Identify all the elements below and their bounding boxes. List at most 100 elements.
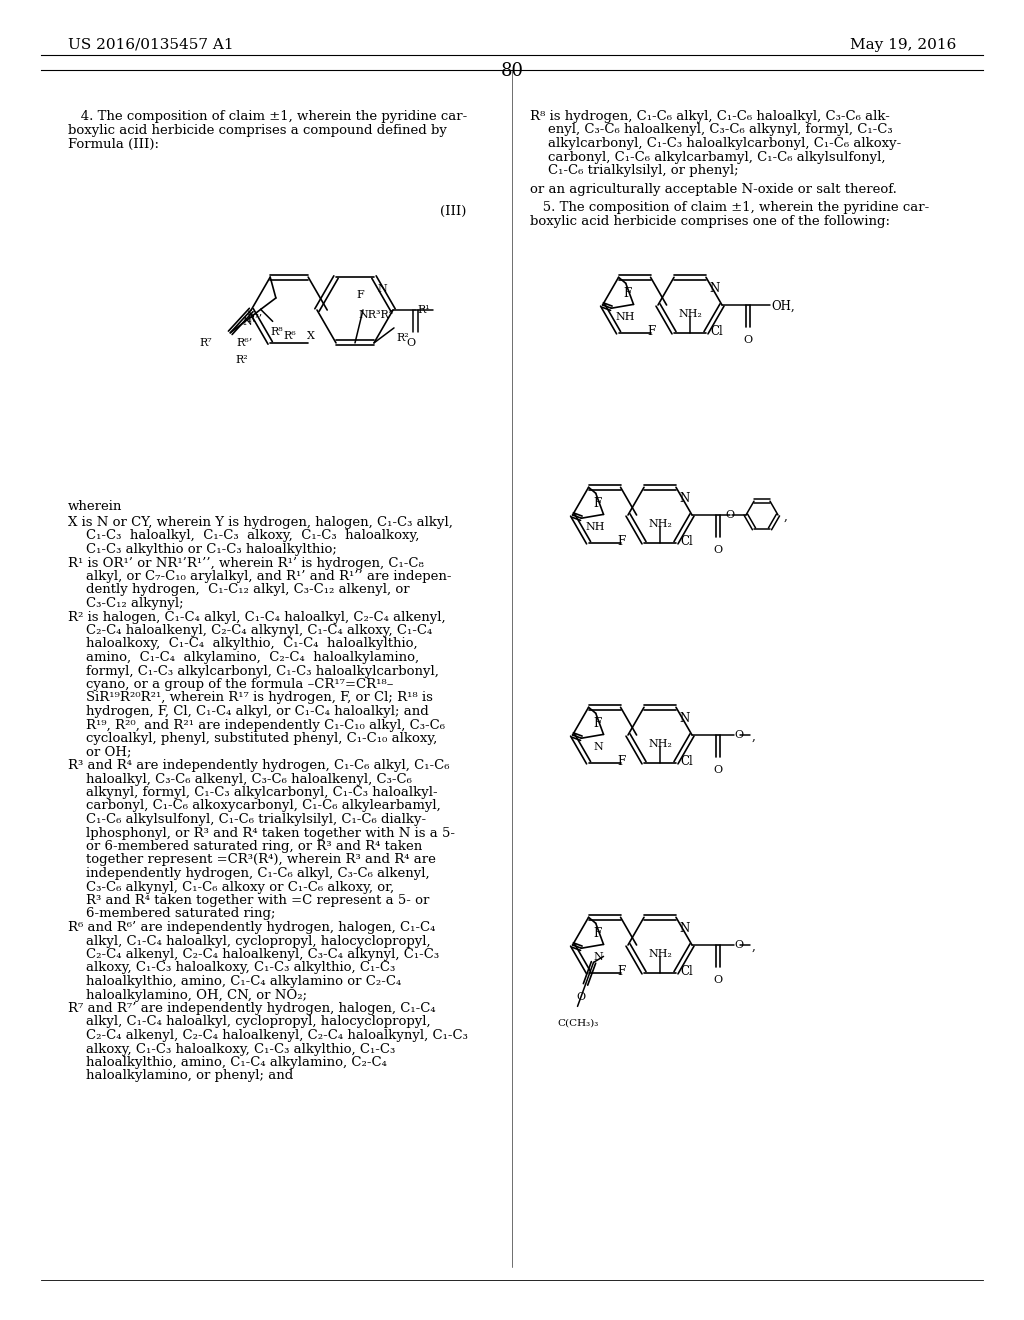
Text: cycloalkyl, phenyl, substituted phenyl, C₁-C₁₀ alkoxy,: cycloalkyl, phenyl, substituted phenyl, …: [86, 733, 437, 744]
Text: R⁷: R⁷: [200, 338, 212, 347]
Text: R⁶ and R⁶’ are independently hydrogen, halogen, C₁-C₄: R⁶ and R⁶’ are independently hydrogen, h…: [68, 921, 435, 935]
Text: ,: ,: [752, 730, 756, 743]
Text: R²: R²: [396, 333, 409, 343]
Text: O: O: [743, 335, 753, 345]
Text: or an agriculturally acceptable N-oxide or salt thereof.: or an agriculturally acceptable N-oxide …: [530, 182, 897, 195]
Text: haloalkylamino, or phenyl; and: haloalkylamino, or phenyl; and: [86, 1069, 293, 1082]
Text: formyl, C₁-C₃ alkylcarbonyl, C₁-C₃ haloalkylcarbonyl,: formyl, C₁-C₃ alkylcarbonyl, C₁-C₃ haloa…: [86, 664, 439, 677]
Text: alkyl, or C₇-C₁₀ arylalkyl, and R¹’ and R¹’’ are indepen-: alkyl, or C₇-C₁₀ arylalkyl, and R¹’ and …: [86, 570, 452, 583]
Text: ,: ,: [752, 940, 756, 953]
Text: O: O: [714, 975, 723, 985]
Text: F: F: [617, 965, 626, 978]
Text: N: N: [679, 713, 689, 725]
Text: R³ and R⁴ are independently hydrogen, C₁-C₆ alkyl, C₁-C₆: R³ and R⁴ are independently hydrogen, C₁…: [68, 759, 450, 772]
Text: boxylic acid herbicide comprises a compound defined by: boxylic acid herbicide comprises a compo…: [68, 124, 446, 137]
Text: O: O: [714, 766, 723, 775]
Text: haloalkyl, C₃-C₆ alkenyl, C₃-C₆ haloalkenyl, C₃-C₆: haloalkyl, C₃-C₆ alkenyl, C₃-C₆ haloalke…: [86, 772, 412, 785]
Text: 80: 80: [501, 62, 523, 81]
Text: haloalkylamino, OH, CN, or NO₂;: haloalkylamino, OH, CN, or NO₂;: [86, 989, 307, 1002]
Text: O: O: [725, 510, 734, 520]
Text: carbonyl, C₁-C₆ alkoxycarbonyl, C₁-C₆ alkylearbamyl,: carbonyl, C₁-C₆ alkoxycarbonyl, C₁-C₆ al…: [86, 800, 440, 813]
Text: enyl, C₃-C₆ haloalkenyl, C₃-C₆ alkynyl, formyl, C₁-C₃: enyl, C₃-C₆ haloalkenyl, C₃-C₆ alkynyl, …: [548, 124, 893, 136]
Text: carbonyl, C₁-C₆ alkylcarbamyl, C₁-C₆ alkylsulfonyl,: carbonyl, C₁-C₆ alkylcarbamyl, C₁-C₆ alk…: [548, 150, 886, 164]
Text: R²: R²: [236, 355, 248, 364]
Text: C₂-C₄ alkenyl, C₂-C₄ haloalkenyl, C₃-C₄ alkynyl, C₁-C₃: C₂-C₄ alkenyl, C₂-C₄ haloalkenyl, C₃-C₄ …: [86, 948, 439, 961]
Text: C₁-C₃ alkylthio or C₁-C₃ haloalkylthio;: C₁-C₃ alkylthio or C₁-C₃ haloalkylthio;: [86, 543, 337, 556]
Text: N: N: [243, 317, 253, 327]
Text: together represent =CR³(R⁴), wherein R³ and R⁴ are: together represent =CR³(R⁴), wherein R³ …: [86, 854, 436, 866]
Text: alkoxy, C₁-C₃ haloalkoxy, C₁-C₃ alkylthio, C₁-C₃: alkoxy, C₁-C₃ haloalkoxy, C₁-C₃ alkylthi…: [86, 961, 395, 974]
Text: C(CH₃)₃: C(CH₃)₃: [557, 1019, 598, 1027]
Text: Cl: Cl: [680, 965, 693, 978]
Text: hydrogen, F, Cl, C₁-C₄ alkyl, or C₁-C₄ haloalkyl; and: hydrogen, F, Cl, C₁-C₄ alkyl, or C₁-C₄ h…: [86, 705, 429, 718]
Text: N: N: [679, 492, 689, 506]
Text: C₁-C₃  haloalkyl,  C₁-C₃  alkoxy,  C₁-C₃  haloalkoxy,: C₁-C₃ haloalkyl, C₁-C₃ alkoxy, C₁-C₃ hal…: [86, 529, 420, 543]
Text: C₂-C₄ alkenyl, C₂-C₄ haloalkenyl, C₂-C₄ haloalkynyl, C₁-C₃: C₂-C₄ alkenyl, C₂-C₄ haloalkenyl, C₂-C₄ …: [86, 1030, 468, 1041]
Text: X is N or CY, wherein Y is hydrogen, halogen, C₁-C₃ alkyl,: X is N or CY, wherein Y is hydrogen, hal…: [68, 516, 453, 529]
Text: Formula (III):: Formula (III):: [68, 139, 159, 150]
Text: NH: NH: [615, 313, 635, 322]
Text: haloalkylthio, amino, C₁-C₄ alkylamino, C₂-C₄: haloalkylthio, amino, C₁-C₄ alkylamino, …: [86, 1056, 387, 1069]
Text: C₃-C₆ alkynyl, C₁-C₆ alkoxy or C₁-C₆ alkoxy, or,: C₃-C₆ alkynyl, C₁-C₆ alkoxy or C₁-C₆ alk…: [86, 880, 394, 894]
Text: NH: NH: [586, 523, 605, 532]
Text: O: O: [734, 940, 743, 950]
Text: C₃-C₁₂ alkynyl;: C₃-C₁₂ alkynyl;: [86, 597, 183, 610]
Text: O: O: [407, 338, 416, 348]
Text: R¹ is OR¹’ or NR¹’R¹’’, wherein R¹’ is hydrogen, C₁-C₈: R¹ is OR¹’ or NR¹’R¹’’, wherein R¹’ is h…: [68, 557, 424, 569]
Text: O: O: [734, 730, 743, 741]
Text: alkoxy, C₁-C₃ haloalkoxy, C₁-C₃ alkylthio, C₁-C₃: alkoxy, C₁-C₃ haloalkoxy, C₁-C₃ alkylthi…: [86, 1043, 395, 1056]
Text: cyano, or a group of the formula –CR¹⁷=CR¹⁸–: cyano, or a group of the formula –CR¹⁷=C…: [86, 678, 393, 690]
Text: R² is halogen, C₁-C₄ alkyl, C₁-C₄ haloalkyl, C₂-C₄ alkenyl,: R² is halogen, C₁-C₄ alkyl, C₁-C₄ haloal…: [68, 610, 445, 623]
Text: R³ and R⁴ taken together with =C represent a 5- or: R³ and R⁴ taken together with =C represe…: [86, 894, 429, 907]
Text: R⁷’: R⁷’: [246, 314, 262, 323]
Text: amino,  C₁-C₄  alkylamino,  C₂-C₄  haloalkylamino,: amino, C₁-C₄ alkylamino, C₂-C₄ haloalkyl…: [86, 651, 419, 664]
Text: NR³R⁴: NR³R⁴: [358, 310, 393, 319]
Text: 5. The composition of claim ±1, wherein the pyridine car-: 5. The composition of claim ±1, wherein …: [530, 201, 929, 214]
Text: C₂-C₄ haloalkenyl, C₂-C₄ alkynyl, C₁-C₄ alkoxy, C₁-C₄: C₂-C₄ haloalkenyl, C₂-C₄ alkynyl, C₁-C₄ …: [86, 624, 432, 638]
Text: R¹: R¹: [417, 305, 430, 315]
Text: R⁸ is hydrogen, C₁-C₆ alkyl, C₁-C₆ haloalkyl, C₃-C₆ alk-: R⁸ is hydrogen, C₁-C₆ alkyl, C₁-C₆ haloa…: [530, 110, 890, 123]
Text: alkylcarbonyl, C₁-C₃ haloalkylcarbonyl, C₁-C₆ alkoxy-: alkylcarbonyl, C₁-C₃ haloalkylcarbonyl, …: [548, 137, 901, 150]
Text: NH₂: NH₂: [648, 519, 672, 529]
Text: R⁶’: R⁶’: [236, 338, 252, 348]
Text: or 6-membered saturated ring, or R³ and R⁴ taken: or 6-membered saturated ring, or R³ and …: [86, 840, 422, 853]
Text: C₁-C₆ alkylsulfonyl, C₁-C₆ trialkylsilyl, C₁-C₆ dialky-: C₁-C₆ alkylsulfonyl, C₁-C₆ trialkylsilyl…: [86, 813, 426, 826]
Text: Cl: Cl: [710, 325, 723, 338]
Text: F: F: [617, 535, 626, 548]
Text: F: F: [356, 290, 364, 300]
Text: O: O: [714, 545, 723, 554]
Text: OH,: OH,: [771, 300, 795, 313]
Text: X: X: [306, 331, 314, 342]
Text: R⁶: R⁶: [284, 331, 296, 341]
Text: alkyl, C₁-C₄ haloalkyl, cyclopropyl, halocyclopropyl,: alkyl, C₁-C₄ haloalkyl, cyclopropyl, hal…: [86, 1015, 431, 1028]
Text: N: N: [679, 923, 689, 936]
Text: N: N: [709, 282, 719, 296]
Text: F: F: [648, 325, 656, 338]
Text: May 19, 2016: May 19, 2016: [850, 38, 956, 51]
Text: Cl: Cl: [680, 755, 693, 768]
Text: F: F: [624, 288, 632, 300]
Text: wherein: wherein: [68, 500, 123, 513]
Text: lphosphonyl, or R³ and R⁴ taken together with N is a 5-: lphosphonyl, or R³ and R⁴ taken together…: [86, 826, 455, 840]
Text: N: N: [377, 284, 387, 294]
Text: R⁸: R⁸: [270, 327, 284, 338]
Text: (III): (III): [440, 205, 466, 218]
Text: 6-membered saturated ring;: 6-membered saturated ring;: [86, 908, 275, 920]
Text: US 2016/0135457 A1: US 2016/0135457 A1: [68, 38, 233, 51]
Text: N: N: [594, 953, 603, 962]
Text: NH₂: NH₂: [678, 309, 701, 318]
Text: Cl: Cl: [680, 535, 693, 548]
Text: F: F: [594, 717, 602, 730]
Text: NH₂: NH₂: [648, 739, 672, 748]
Text: F: F: [617, 755, 626, 768]
Text: independently hydrogen, C₁-C₆ alkyl, C₃-C₆ alkenyl,: independently hydrogen, C₁-C₆ alkyl, C₃-…: [86, 867, 430, 880]
Text: or OH;: or OH;: [86, 746, 131, 759]
Text: 4. The composition of claim ±1, wherein the pyridine car-: 4. The composition of claim ±1, wherein …: [68, 110, 467, 123]
Text: boxylic acid herbicide comprises one of the following:: boxylic acid herbicide comprises one of …: [530, 214, 890, 227]
Text: alkyl, C₁-C₄ haloalkyl, cyclopropyl, halocyclopropyl,: alkyl, C₁-C₄ haloalkyl, cyclopropyl, hal…: [86, 935, 431, 948]
Text: haloalkylthio, amino, C₁-C₄ alkylamino or C₂-C₄: haloalkylthio, amino, C₁-C₄ alkylamino o…: [86, 975, 401, 987]
Text: NH₂: NH₂: [648, 949, 672, 958]
Text: R¹⁹, R²⁰, and R²¹ are independently C₁-C₁₀ alkyl, C₃-C₆: R¹⁹, R²⁰, and R²¹ are independently C₁-C…: [86, 718, 445, 731]
Text: alkynyl, formyl, C₁-C₃ alkylcarbonyl, C₁-C₃ haloalkyl-: alkynyl, formyl, C₁-C₃ alkylcarbonyl, C₁…: [86, 785, 437, 799]
Text: F: F: [594, 498, 602, 511]
